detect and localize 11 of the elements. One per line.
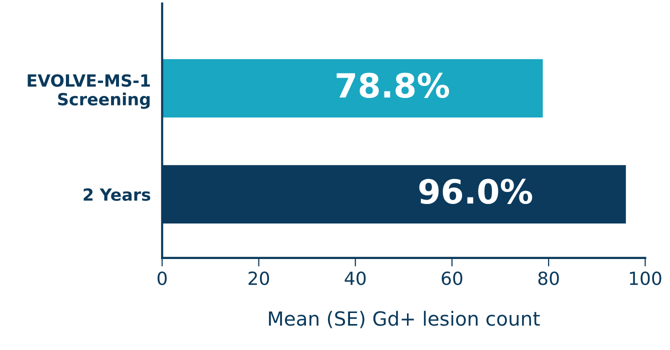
x-axis-title: Mean (SE) Gd+ lesion count — [268, 310, 540, 328]
x-tick-label: 40 — [344, 271, 366, 286]
x-tick-label: 60 — [442, 271, 462, 286]
data-label: 96.0% — [419, 178, 532, 204]
y-tick-label: 2 Years — [84, 188, 150, 201]
x-tick-label: 100 — [630, 271, 662, 286]
x-tick-label: 80 — [538, 271, 559, 286]
x-tick-label: 0 — [158, 271, 167, 286]
x-tick-label: 20 — [248, 271, 270, 286]
y-tick-label: EVOLVE-MS-1 Screening — [28, 74, 150, 109]
data-label: 78.8% — [336, 72, 450, 98]
